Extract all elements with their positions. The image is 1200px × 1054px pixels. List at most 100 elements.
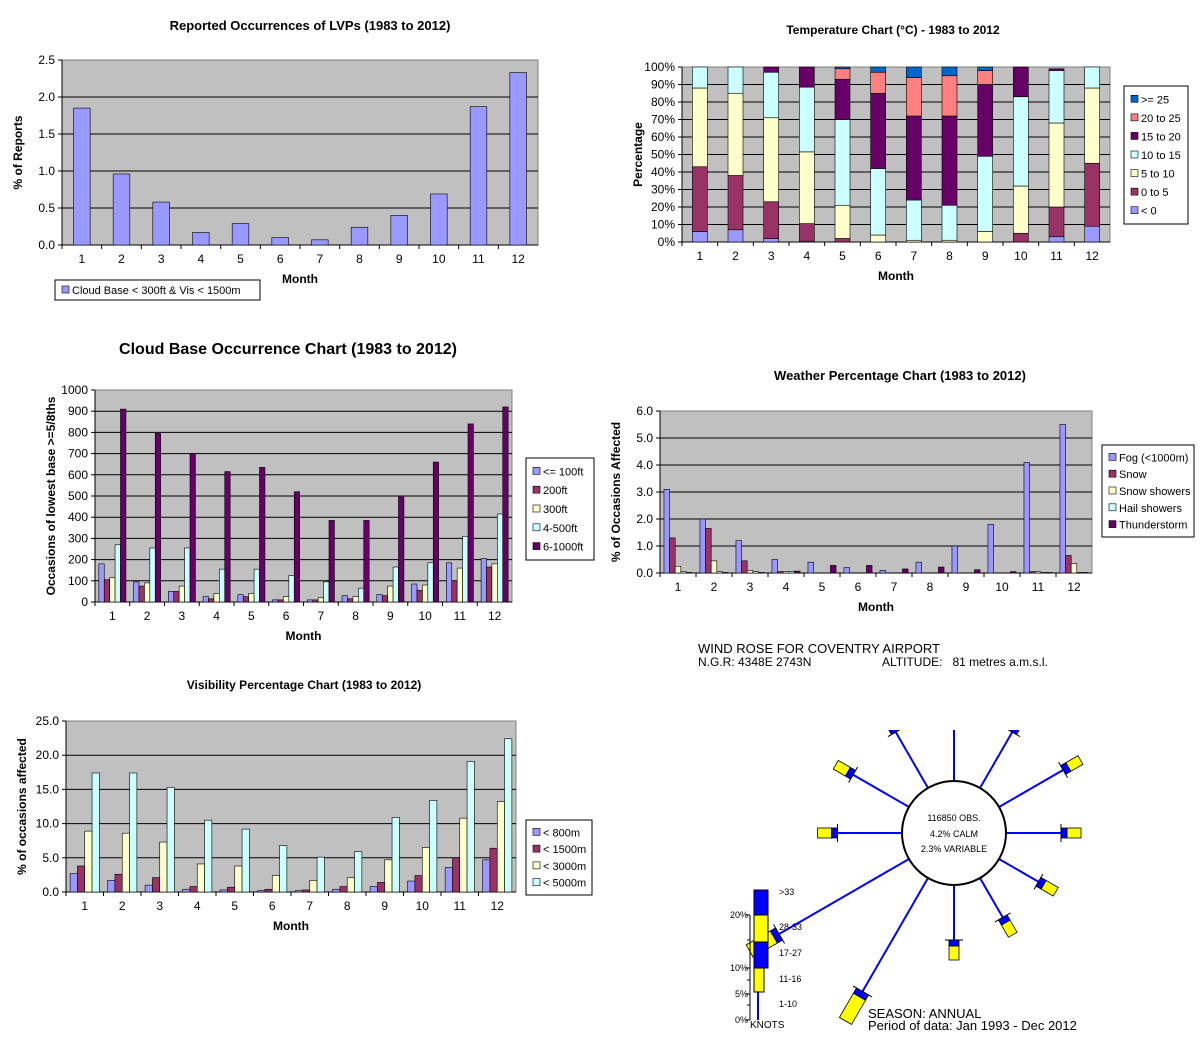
vis-xtick-label: 6 bbox=[269, 899, 276, 913]
vis-bar bbox=[264, 888, 273, 893]
weather-legend bbox=[1101, 444, 1195, 538]
lvp-bar bbox=[509, 72, 527, 246]
weather-bar bbox=[1029, 571, 1036, 574]
vis-bar bbox=[369, 886, 378, 893]
temp-bar bbox=[1084, 162, 1100, 227]
temp-bar bbox=[941, 115, 958, 206]
windrose-spoke-bar bbox=[817, 824, 838, 842]
vis-bar bbox=[241, 828, 250, 893]
lvp-ytick-label: 0.0 bbox=[38, 238, 55, 252]
vis-bar bbox=[196, 863, 205, 893]
lvp-bar bbox=[430, 193, 448, 246]
temp-ytick-label: 20% bbox=[651, 200, 675, 214]
temp-ylabel: Percentage bbox=[631, 122, 645, 187]
weather-legend-label: Snow showers bbox=[1119, 486, 1191, 498]
vis-xlabel: Month bbox=[273, 919, 309, 933]
weather-bar bbox=[879, 570, 886, 574]
cloud-xtick-label: 12 bbox=[488, 609, 502, 623]
weather-bar bbox=[716, 571, 723, 574]
temp-bar bbox=[763, 117, 779, 203]
windrose-spoke bbox=[776, 858, 910, 936]
lvp-bar bbox=[152, 201, 170, 246]
temp-bar bbox=[1048, 206, 1065, 238]
weather-legend-swatch bbox=[1108, 520, 1117, 528]
temp-legend-swatch bbox=[1130, 206, 1139, 215]
windrose-speed-label: >33 bbox=[779, 887, 794, 897]
weather-legend-label: Snow bbox=[1119, 469, 1147, 481]
weather-bar bbox=[710, 560, 718, 574]
weather-bar bbox=[746, 570, 754, 574]
weather-chart: Weather Percentage Chart (1983 to 2012) 0… bbox=[600, 355, 1200, 625]
weather-bar bbox=[722, 572, 729, 574]
vis-bar bbox=[414, 875, 423, 893]
windrose-spoke bbox=[893, 729, 929, 789]
vis-bar bbox=[316, 856, 325, 893]
windrose-spoke-bar bbox=[880, 711, 904, 738]
weather-legend-swatch bbox=[1108, 453, 1117, 461]
visibility-chart-svg: Visibility Percentage Chart (1983 to 201… bbox=[15, 678, 593, 933]
vis-bar bbox=[159, 841, 168, 893]
cloud-bar bbox=[277, 599, 284, 603]
cloud-bar bbox=[381, 595, 388, 603]
weather-bar bbox=[1076, 572, 1083, 574]
vis-legend-label: < 1500m bbox=[543, 844, 586, 856]
windrose-knots-label: KNOTS bbox=[750, 1020, 785, 1031]
weather-xtick-label: 9 bbox=[963, 580, 970, 594]
cloud-legend-label: 4-500ft bbox=[543, 523, 577, 535]
cloud-legend-swatch bbox=[532, 542, 541, 550]
weather-xtick-label: 8 bbox=[927, 580, 934, 594]
windrose: 116850 OBS. 4.2% CALM 2.3% VARIABLE 20% 10% 5… bbox=[690, 705, 1200, 1040]
weather-ylabel: % of Occasions Affected bbox=[609, 422, 623, 562]
cloud-bar bbox=[98, 563, 105, 603]
vis-bar bbox=[257, 890, 266, 893]
weather-xtick-label: 5 bbox=[819, 580, 826, 594]
weather-bar bbox=[1010, 571, 1017, 574]
vis-bar bbox=[84, 830, 93, 893]
temp-bar bbox=[1013, 66, 1029, 98]
cloud-xtick-label: 5 bbox=[248, 609, 255, 623]
cloud-bar bbox=[178, 585, 185, 603]
lvp-bar bbox=[192, 232, 210, 246]
windrose-spoke-bar bbox=[1060, 824, 1082, 842]
weather-bar bbox=[674, 565, 682, 574]
windrose-spoke bbox=[860, 877, 929, 994]
temp-bar bbox=[692, 66, 708, 89]
cloud-legend-swatch bbox=[532, 485, 541, 494]
weather-legend-swatch bbox=[1108, 469, 1117, 478]
cloud-bar bbox=[398, 495, 405, 603]
temp-bar bbox=[977, 84, 993, 157]
cloud-bar bbox=[149, 547, 156, 603]
weather-xtick-label: 2 bbox=[711, 580, 718, 594]
temperature-chart: Temperature Chart (°C) - 1983 to 2012 0% 1… bbox=[600, 0, 1200, 310]
vis-xtick-label: 2 bbox=[119, 899, 126, 913]
vis-ytick-label: 15.0 bbox=[36, 782, 60, 796]
cloud-bar bbox=[480, 558, 487, 603]
temp-ytick-label: 40% bbox=[651, 165, 675, 179]
cloud-bar bbox=[189, 453, 196, 603]
vis-bar bbox=[459, 817, 468, 893]
vis-legend-swatch bbox=[532, 861, 541, 870]
weather-legend-label: Thunderstorm bbox=[1119, 520, 1187, 532]
weather-bar bbox=[1040, 572, 1047, 574]
temp-xtick-label: 1 bbox=[696, 249, 703, 263]
temp-bar bbox=[834, 78, 851, 120]
weather-bar bbox=[807, 561, 814, 574]
windrose-key-yellow bbox=[753, 967, 765, 993]
temp-bar bbox=[870, 234, 886, 243]
cloud-title: Cloud Base Occurrence Chart (1983 to 201… bbox=[119, 341, 457, 358]
weather-legend-swatch bbox=[1108, 503, 1117, 512]
cloud-ytick-label: 800 bbox=[68, 425, 88, 439]
vis-bar bbox=[129, 772, 138, 893]
windrose-scale-label: 20% bbox=[730, 910, 748, 920]
cloud-bar bbox=[387, 585, 394, 603]
cloud-legend-swatch bbox=[532, 504, 541, 513]
windrose-bar-tick bbox=[887, 727, 904, 738]
weather-bar bbox=[735, 540, 742, 574]
vis-bar bbox=[309, 880, 318, 893]
temp-bar bbox=[799, 86, 815, 153]
temp-legend-label: 10 to 15 bbox=[1141, 150, 1181, 162]
vis-bar bbox=[354, 851, 363, 893]
cloud-xtick-label: 4 bbox=[213, 609, 220, 623]
windrose-spoke bbox=[979, 877, 1005, 920]
temp-bar bbox=[870, 92, 886, 169]
